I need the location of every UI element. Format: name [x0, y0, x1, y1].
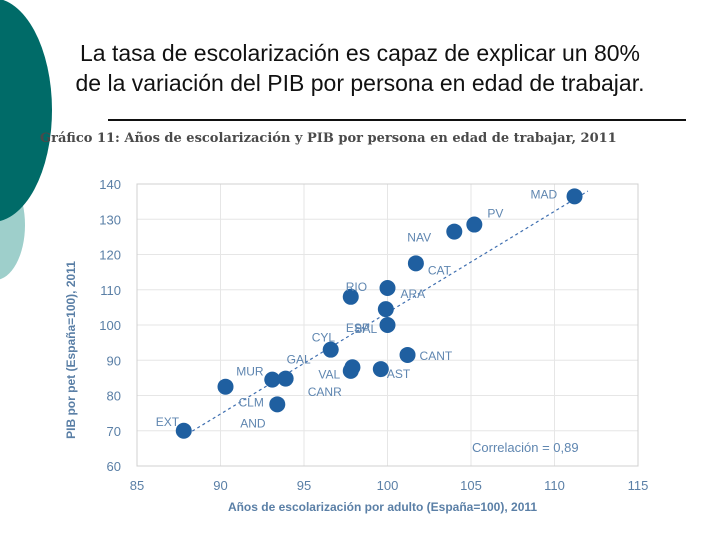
scatter-point-mur: [264, 371, 281, 388]
y-tick-label: 60: [107, 459, 121, 474]
x-tick-label: 115: [628, 478, 649, 493]
dark-teal-arc: [0, 0, 52, 221]
y-tick-label: 140: [99, 177, 121, 192]
point-label-cat: CAT: [428, 263, 452, 277]
slide-title-line-1: La tasa de escolarización es capaz de ex…: [79, 40, 640, 66]
point-label-ara: ARA: [401, 287, 426, 301]
y-tick-label: 80: [107, 389, 121, 404]
scatter-point-mad: [566, 188, 583, 205]
scatter-point-ext: [175, 422, 192, 439]
title-divider: [108, 119, 686, 121]
point-label-ext: EXT: [156, 415, 180, 429]
x-axis-title: Años de escolarización por adulto (Españ…: [228, 500, 537, 514]
point-label-cant: CANT: [420, 349, 453, 363]
point-label-rio: RIO: [346, 280, 367, 294]
decorative-corner-shape: [0, 0, 60, 320]
scatter-point-rio: [342, 288, 359, 305]
x-tick-label: 105: [460, 478, 482, 493]
y-tick-label: 110: [100, 283, 121, 298]
point-label-and: AND: [240, 416, 266, 430]
point-label-val: VAL: [318, 367, 340, 381]
x-tick-label: 110: [544, 478, 565, 493]
scatter-point-cat: [407, 255, 424, 272]
y-tick-label: 100: [99, 318, 121, 333]
scatter-point-canr: [342, 362, 359, 379]
x-tick-label: 90: [213, 478, 227, 493]
scatter-point-ara: [379, 279, 396, 296]
chart-title: Gráfico 11: Años de escolarización y PIB…: [40, 131, 617, 146]
scatter-point-gal: [277, 370, 294, 387]
slide-title-line-2: de la variación del PIB por persona en e…: [75, 70, 645, 96]
point-label-bal: BAL: [355, 322, 378, 336]
scatter-point-clm: [217, 378, 234, 395]
scatter-point-esp: [377, 301, 394, 318]
scatter-point-cant: [399, 346, 416, 363]
point-label-mur: MUR: [236, 365, 264, 379]
point-label-esp: ESP: [346, 321, 370, 335]
scatter-point-val: [344, 359, 361, 376]
correlation-annotation: Correlación = 0,89: [472, 440, 579, 455]
x-tick-label: 100: [377, 478, 399, 493]
y-tick-label: 130: [99, 212, 121, 227]
point-label-cyl: CYL: [312, 331, 336, 345]
trend-line: [186, 190, 589, 435]
scatter-point-pv: [466, 216, 483, 233]
slide-title: La tasa de escolarización es capaz de ex…: [20, 38, 700, 98]
scatter-point-bal: [379, 317, 396, 333]
x-tick-label: 85: [130, 478, 144, 493]
point-label-canr: CANR: [308, 385, 342, 399]
plot-frame: [136, 183, 639, 467]
scatter-point-ast: [372, 361, 389, 378]
x-tick-label: 95: [297, 478, 311, 493]
point-label-nav: NAV: [407, 231, 431, 245]
y-tick-label: 90: [107, 353, 121, 368]
scatter-point-nav: [446, 223, 463, 240]
scatter-point-cyl: [322, 341, 339, 358]
y-tick-label: 120: [99, 248, 121, 263]
point-label-pv: PV: [487, 207, 503, 221]
y-tick-label: 70: [107, 424, 121, 439]
point-label-mad: MAD: [531, 187, 558, 201]
point-label-clm: CLM: [239, 396, 264, 410]
point-label-ast: AST: [387, 367, 411, 381]
scatter-point-and: [269, 396, 286, 413]
y-axis-title: PIB por pet (España=100), 2011: [64, 261, 78, 439]
point-label-gal: GAL: [287, 353, 311, 367]
